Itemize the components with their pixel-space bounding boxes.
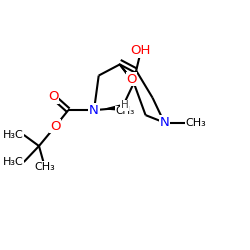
Text: N: N [89, 104, 99, 117]
Text: H: H [120, 100, 128, 110]
Text: CH₃: CH₃ [185, 118, 206, 128]
Text: CH₃: CH₃ [34, 162, 55, 172]
Text: H₃C: H₃C [3, 157, 24, 167]
Polygon shape [106, 105, 124, 110]
Text: N: N [160, 116, 169, 129]
Text: CH₃: CH₃ [115, 106, 134, 117]
Text: O: O [126, 73, 137, 86]
Text: O: O [48, 90, 58, 103]
Text: H₃C: H₃C [3, 130, 24, 140]
Text: O: O [50, 120, 61, 133]
Text: OH: OH [131, 44, 151, 57]
